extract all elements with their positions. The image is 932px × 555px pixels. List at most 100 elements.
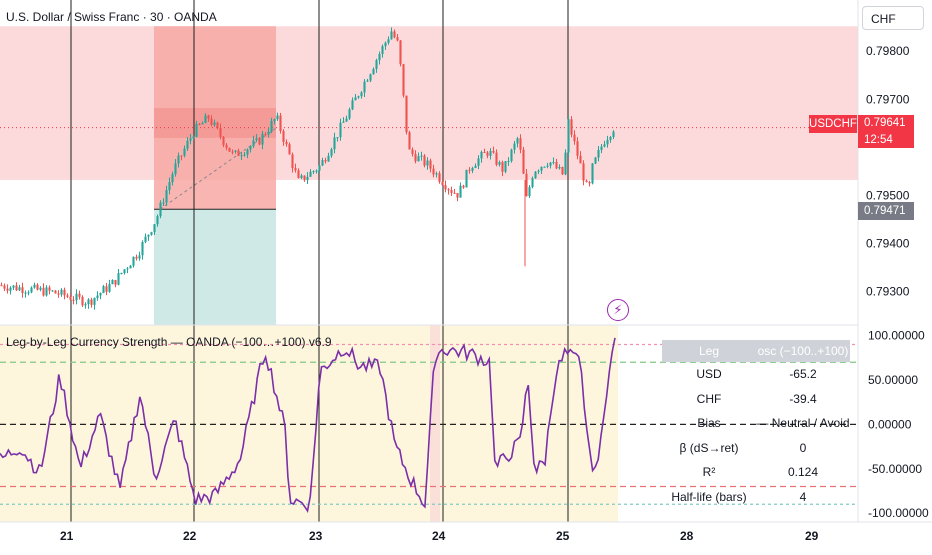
candle-body	[9, 287, 12, 291]
candle-body	[441, 181, 444, 186]
candle-body	[447, 189, 450, 191]
currency-button[interactable]: CHF	[862, 6, 924, 30]
oscillator-tick-label: 0.00000	[868, 417, 912, 431]
candle-body	[33, 284, 36, 288]
candle-body	[486, 152, 489, 156]
oscillator-tick-label: 100.00000	[868, 329, 925, 343]
indicator-title: Leg-by-Leg Currency Strength — OANDA (−1…	[6, 335, 332, 349]
candle-body	[285, 141, 288, 145]
price-tag-secondary: 0.79471	[858, 202, 914, 220]
stats-header-leg: Leg	[698, 344, 720, 358]
candle-body	[72, 299, 75, 301]
candle-body	[381, 46, 384, 55]
chart-title: U.S. Dollar / Swiss Franc · 30 · OANDA	[6, 10, 217, 24]
candle-body	[36, 284, 39, 290]
candle-body	[519, 138, 522, 150]
candle-body	[453, 192, 456, 194]
candle-body	[480, 151, 483, 159]
oscillator-tick-label: -50.00000	[868, 462, 922, 476]
candle-body	[144, 236, 147, 242]
axis-layer: 0.79800 0.79700 0.79500 0.79400 0.79300 100.0…	[60, 44, 929, 543]
candle-body	[342, 121, 345, 123]
candle-body	[600, 146, 603, 150]
stats-row: Half-life (bars) 4	[662, 485, 850, 510]
candle-body	[66, 295, 69, 297]
candle-body	[546, 165, 549, 167]
candle-body	[372, 68, 375, 75]
candle-body	[21, 287, 24, 294]
candle-body	[384, 42, 387, 47]
candle-body	[471, 167, 474, 171]
candle-body	[201, 122, 204, 125]
candle-body	[288, 144, 291, 155]
stats-label: CHF	[696, 391, 722, 406]
candle-body	[264, 133, 267, 135]
candle-body	[267, 131, 270, 135]
stats-value: — Neutral / Avoid	[756, 416, 850, 430]
candle-body	[96, 295, 99, 298]
candle-body	[609, 137, 612, 140]
candle-body	[327, 155, 330, 162]
candle-body	[309, 171, 312, 177]
candle-body	[417, 156, 420, 162]
price-tick-label: 0.79300	[866, 284, 910, 298]
candle-body	[531, 178, 534, 188]
candle-body	[165, 190, 168, 203]
candle-body	[120, 272, 123, 274]
candle-body	[42, 287, 45, 296]
stats-label: Half-life (bars)	[671, 489, 747, 504]
candle-body	[294, 168, 297, 171]
oscillator-tick-label: 50.00000	[868, 373, 918, 387]
candle-body	[291, 154, 294, 169]
candle-body	[57, 293, 60, 295]
candle-body	[93, 297, 96, 305]
candle-body	[597, 149, 600, 158]
candle-body	[246, 149, 249, 155]
candle-body	[549, 162, 552, 166]
candle-body	[363, 81, 366, 93]
candle-body	[366, 80, 369, 82]
candle-body	[369, 74, 372, 81]
candle-body	[192, 136, 195, 139]
candle-body	[516, 138, 519, 144]
candle-body	[306, 176, 309, 181]
candle-body	[579, 155, 582, 164]
price-tag-countdown: 12:54	[858, 132, 914, 148]
candle-body	[24, 292, 27, 294]
candle-body	[117, 273, 120, 285]
candle-body	[240, 155, 243, 157]
candle-body	[249, 146, 252, 150]
candles-layer	[0, 27, 615, 310]
candle-body	[339, 122, 342, 138]
stats-value: 4	[799, 489, 807, 504]
candle-body	[543, 166, 546, 168]
candle-body	[75, 293, 78, 301]
candle-body	[570, 119, 573, 135]
candle-body	[558, 166, 561, 169]
candle-body	[477, 158, 480, 166]
candle-body	[168, 182, 171, 191]
candle-body	[414, 154, 417, 162]
lightning-icon[interactable]: ⚡	[607, 299, 629, 321]
candle-body	[219, 127, 222, 137]
price-tag-price: 0.79641	[858, 115, 914, 132]
candle-body	[147, 234, 150, 237]
candle-body	[300, 175, 303, 179]
candle-body	[114, 280, 117, 285]
candle-body	[252, 140, 255, 147]
candle-body	[123, 269, 126, 273]
candle-body	[183, 148, 186, 156]
candle-body	[402, 64, 405, 96]
candle-body	[573, 134, 576, 142]
candle-body	[561, 166, 564, 175]
stats-row: CHF -39.4	[662, 387, 850, 412]
candle-body	[474, 165, 477, 168]
candle-body	[396, 37, 399, 41]
candle-body	[297, 170, 300, 179]
candle-body	[105, 286, 108, 292]
candle-body	[180, 155, 183, 157]
candle-body	[360, 92, 363, 97]
candle-body	[606, 139, 609, 145]
